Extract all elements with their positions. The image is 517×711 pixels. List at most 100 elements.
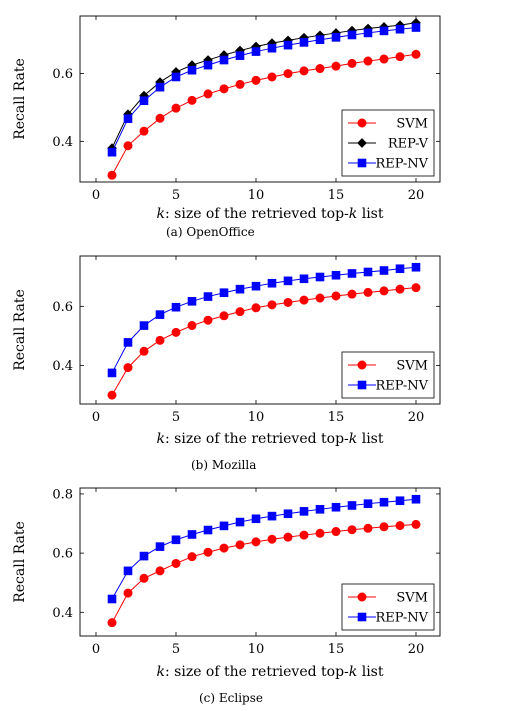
series-rep-nv-point (331, 270, 341, 280)
series-svm-point (251, 303, 261, 313)
series-rep-nv-point (187, 296, 197, 306)
series-svm-point (379, 54, 389, 64)
x-axis-label: k: size of the retrieved top-k list (157, 664, 384, 680)
legend: SVM REP-NV (341, 583, 435, 631)
series-rep-nv-point (251, 281, 261, 291)
plot-frame (79, 487, 441, 637)
x-tick-label: 15 (328, 642, 345, 657)
y-tick-label: 0.4 (52, 135, 73, 150)
series-svm-point (299, 530, 309, 540)
series-rep-nv-point (347, 30, 357, 40)
legend-box (341, 351, 435, 399)
figure-caption: (a) OpenOffice (166, 225, 255, 239)
y-tick-label: 0.4 (52, 359, 73, 374)
series-rep-nv-point (283, 509, 293, 519)
x-axis-label: k: size of the retrieved top-k list (157, 206, 384, 222)
series-rep-nv-point (123, 566, 133, 576)
series-svm-point (331, 61, 341, 71)
x-tick-label: 0 (92, 410, 100, 425)
series-svm-point (235, 79, 245, 89)
legend-label: REP-NV (376, 379, 429, 394)
series-rep-nv-point (411, 494, 421, 504)
series-svm-point (155, 113, 165, 123)
series-rep-nv-point (219, 288, 229, 298)
series-rep-nv-point (139, 96, 149, 105)
series-svm-point (187, 321, 197, 331)
series-svm-point (139, 573, 149, 583)
x-axis-label-part: k (157, 206, 165, 222)
series-svm-point (155, 566, 165, 576)
series-rep-nv-point (203, 292, 213, 301)
series-svm-point (139, 126, 149, 136)
series-rep-nv-point (171, 302, 181, 312)
series-rep-nv-point (155, 542, 165, 551)
x-tick-label: 20 (408, 410, 425, 425)
x-axis-label-part: list (357, 664, 384, 680)
series-svm-point (219, 84, 229, 94)
series-rep-nv-point (187, 65, 197, 75)
y-axis-label: Recall Rate (12, 58, 28, 140)
series-svm-point (347, 58, 357, 68)
series-svm-point (395, 52, 405, 62)
series-rep-nv (107, 262, 421, 378)
series-svm-point (315, 293, 325, 303)
figure-caption: (b) Mozilla (191, 458, 256, 472)
x-tick-label: 15 (328, 410, 345, 425)
series-rep-nv-point (219, 55, 229, 65)
series-rep-nv-point (203, 60, 213, 70)
series-rep-nv-point (395, 264, 405, 274)
legend-rep-nv-point (357, 612, 367, 622)
series-svm (107, 283, 421, 400)
x-axis-label-part: k (349, 206, 357, 222)
series-svm-point (331, 291, 341, 301)
series-rep-nv-point (187, 530, 197, 539)
x-axis-label-part: k (349, 664, 357, 680)
series-svm-point (299, 66, 309, 76)
series-rep-nv-point (107, 147, 117, 157)
series-svm-point (379, 522, 389, 532)
series-rep-nv-point (123, 338, 133, 347)
x-axis-label: k: size of the retrieved top-k list (157, 431, 384, 447)
series-rep-nv-point (139, 551, 149, 561)
legend-rep-nv-point (357, 158, 367, 168)
x-axis-label-part: k (349, 431, 357, 447)
series-svm-point (347, 525, 357, 535)
series-svm-point (219, 311, 229, 321)
series-rep-nv-point (155, 310, 165, 319)
series-rep-nv-point (235, 284, 245, 294)
series-rep-nv-point (171, 535, 181, 545)
series-rep-nv-point (411, 262, 421, 272)
x-tick-label: 10 (248, 642, 265, 657)
series-svm-point (171, 327, 181, 337)
series-rep-nv-point (235, 51, 245, 60)
series-svm-point (283, 69, 293, 79)
series-rep-nv-point (395, 24, 405, 34)
x-axis-label-part: : size of the retrieved top- (165, 664, 349, 680)
series-svm-point (123, 141, 133, 151)
y-tick-label: 0.4 (52, 606, 73, 621)
series-rep-nv-point (379, 497, 389, 507)
legend-box (341, 583, 435, 631)
series-rep-nv-point (299, 507, 309, 516)
legend-svm-point (357, 360, 367, 370)
series-rep-nv-point (139, 321, 149, 330)
series-rep-nv-point (219, 521, 229, 531)
series-svm-point (267, 72, 277, 82)
series-rep-nv-point (283, 40, 293, 50)
series-rep-nv-point (363, 499, 373, 508)
series-svm-point (107, 618, 117, 628)
series-rep-nv (107, 23, 421, 157)
series-rep-nv-point (331, 502, 341, 512)
series-svm-point (411, 519, 421, 529)
legend: SVM REP-V REP-NV (341, 109, 435, 177)
series-rep-nv-point (299, 38, 309, 47)
x-axis-label-part: k (157, 431, 165, 447)
y-tick-label: 0.6 (52, 300, 73, 315)
series-svm-point (363, 523, 373, 533)
series-svm-point (171, 558, 181, 568)
series-rep-nv-point (331, 33, 341, 42)
legend-svm-point (357, 118, 367, 128)
